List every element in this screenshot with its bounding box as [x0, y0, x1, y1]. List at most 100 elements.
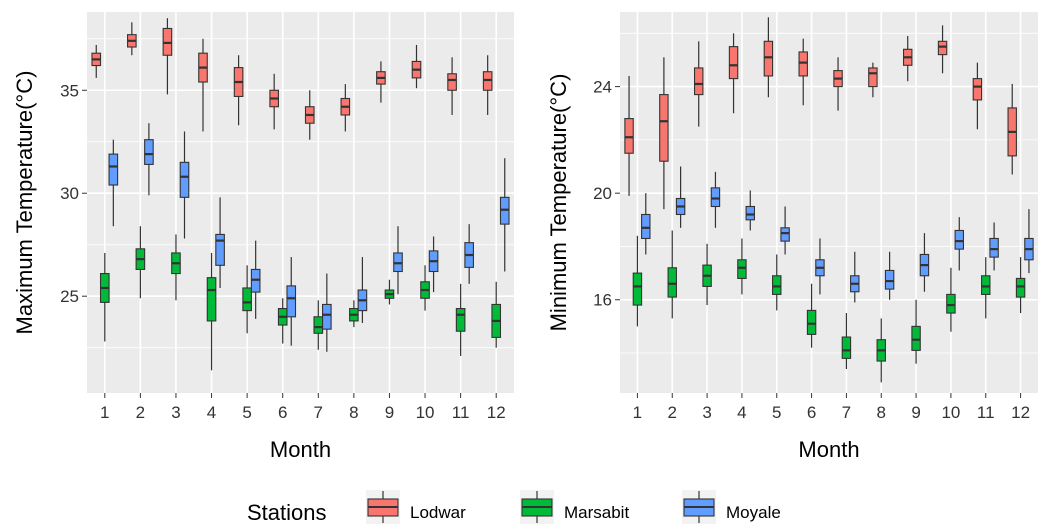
box-body — [667, 267, 677, 298]
box-body — [641, 213, 651, 240]
box-marsabit-month-5 — [772, 254, 782, 311]
y-tick-label: 25 — [60, 287, 79, 306]
legend-title: Stations — [247, 500, 327, 524]
box-moyale-month-1 — [641, 193, 651, 255]
box-moyale-month-12 — [499, 158, 510, 272]
y-tick-label: 35 — [60, 81, 79, 100]
x-tick-label: 1 — [100, 403, 109, 422]
legend-item-lodwar: Lodwar — [366, 490, 466, 524]
box-marsabit-month-10 — [946, 267, 956, 332]
box-lodwar-month-4 — [728, 33, 739, 114]
box-body — [447, 73, 457, 91]
box-body — [693, 67, 704, 96]
x-tick-label: 12 — [487, 403, 506, 422]
box-moyale-month-2 — [675, 166, 686, 228]
box-moyale-month-2 — [144, 123, 154, 196]
box-lodwar-month-1 — [91, 44, 102, 78]
x-tick-label: 11 — [452, 403, 470, 422]
box-moyale-month-11 — [989, 222, 999, 271]
box-moyale-month-8 — [884, 251, 895, 300]
box-lodwar-month-7 — [304, 90, 315, 140]
box-moyale-month-7 — [850, 251, 860, 303]
box-body — [841, 336, 852, 359]
box-moyale-month-1 — [108, 139, 119, 227]
y-axis-title: Minimum Temperature(°C) — [546, 74, 571, 332]
box-moyale-month-6 — [815, 238, 825, 295]
box-body — [710, 187, 721, 208]
box-body — [981, 275, 991, 295]
y-tick-label: 30 — [60, 184, 79, 203]
box-body — [455, 308, 466, 332]
box-marsabit-month-5 — [242, 265, 252, 334]
x-tick-label: 6 — [807, 403, 816, 422]
legend-label: Marsabit — [564, 503, 629, 522]
box-marsabit-month-2 — [667, 230, 677, 319]
box-lodwar-month-10 — [411, 44, 422, 89]
box-moyale-month-12 — [1024, 209, 1034, 274]
box-body — [798, 51, 808, 77]
box-marsabit-month-1 — [632, 235, 643, 327]
box-moyale-month-6 — [286, 257, 297, 346]
box-lodwar-month-11 — [447, 57, 457, 115]
box-marsabit-month-6 — [806, 283, 817, 348]
box-moyale-month-3 — [179, 131, 190, 239]
box-marsabit-month-8 — [349, 300, 359, 328]
box-marsabit-month-12 — [491, 281, 502, 348]
x-tick-label: 2 — [136, 403, 145, 422]
box-body — [745, 205, 756, 221]
box-body — [1015, 277, 1026, 298]
box-marsabit-month-12 — [1015, 257, 1026, 314]
box-marsabit-month-1 — [99, 252, 110, 342]
box-lodwar-month-4 — [198, 38, 208, 132]
x-tick-label: 1 — [633, 403, 642, 422]
box-body — [946, 293, 956, 314]
box-lodwar-month-3 — [693, 41, 704, 127]
box-lodwar-month-12 — [1007, 83, 1017, 175]
box-moyale-month-4 — [745, 190, 756, 231]
box-lodwar-month-6 — [798, 38, 808, 106]
box-lodwar-month-2 — [659, 57, 669, 210]
box-lodwar-month-5 — [763, 17, 774, 98]
x-tick-label: 8 — [349, 403, 358, 422]
x-tick-label: 7 — [842, 403, 851, 422]
x-tick-label: 4 — [207, 403, 216, 422]
box-body — [728, 46, 739, 80]
box-lodwar-month-6 — [269, 73, 279, 130]
x-axis-title: Month — [798, 437, 859, 462]
x-axis-title: Month — [270, 437, 331, 462]
box-body — [911, 325, 921, 351]
box-marsabit-month-9 — [911, 299, 921, 364]
legend-label: Lodwar — [410, 503, 466, 522]
box-body — [763, 40, 774, 77]
box-marsabit-month-8 — [876, 318, 886, 383]
x-tick-label: 9 — [385, 403, 394, 422]
y-axis-title: Maximum Temperature(°C) — [12, 71, 37, 335]
box-marsabit-month-10 — [420, 265, 430, 311]
box-body — [286, 285, 297, 318]
x-tick-label: 2 — [668, 403, 677, 422]
x-tick-label: 3 — [171, 403, 180, 422]
box-marsabit-month-9 — [384, 279, 395, 305]
box-marsabit-month-2 — [135, 226, 146, 299]
box-moyale-month-4 — [215, 197, 225, 288]
x-tick-label: 3 — [702, 403, 711, 422]
x-tick-label: 12 — [1011, 403, 1030, 422]
box-body — [144, 139, 154, 165]
box-body — [954, 229, 965, 250]
box-moyale-month-5 — [250, 240, 261, 319]
panel-background — [87, 12, 514, 393]
box-lodwar-month-9 — [902, 35, 913, 82]
box-body — [215, 233, 225, 266]
box-marsabit-month-3 — [702, 243, 712, 306]
box-marsabit-month-4 — [737, 238, 747, 295]
box-body — [772, 275, 782, 295]
box-marsabit-month-4 — [206, 252, 217, 371]
box-body — [937, 40, 948, 56]
x-tick-label: 9 — [911, 403, 920, 422]
box-body — [632, 272, 643, 306]
y-tick-label: 20 — [593, 184, 612, 203]
box-moyale-month-3 — [710, 171, 721, 228]
